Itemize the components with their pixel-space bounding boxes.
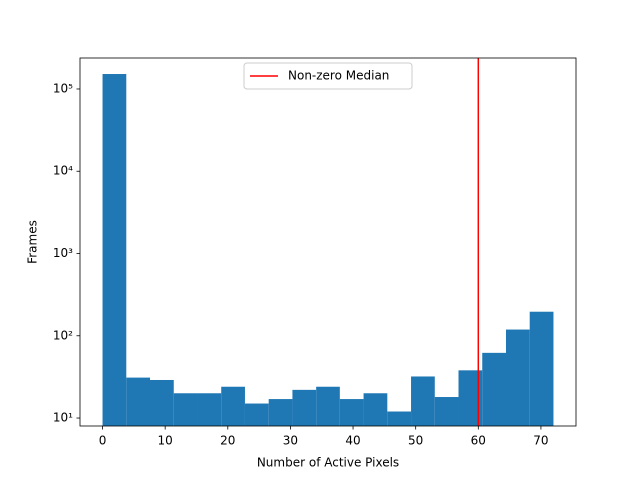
x-tick-label: 40 xyxy=(345,434,360,448)
bar xyxy=(482,352,506,426)
y-tick-label: 10¹ xyxy=(53,411,73,425)
x-tick-label: 30 xyxy=(283,434,298,448)
bar xyxy=(434,397,459,426)
x-tick-label: 0 xyxy=(99,434,107,448)
x-tick-label: 50 xyxy=(408,434,423,448)
bar xyxy=(411,376,435,426)
bar xyxy=(339,399,364,426)
x-tick-label: 60 xyxy=(471,434,486,448)
bar xyxy=(387,411,412,426)
bar xyxy=(126,377,151,426)
bar xyxy=(363,393,388,426)
y-tick-label: 10³ xyxy=(53,246,73,260)
legend-box xyxy=(243,62,413,90)
bar xyxy=(197,393,222,426)
bar xyxy=(505,329,530,426)
bar xyxy=(102,74,127,427)
bar xyxy=(529,311,554,426)
x-tick-label: 10 xyxy=(158,434,173,448)
y-axis-label: Frames xyxy=(26,220,40,264)
plot-frame xyxy=(79,57,577,427)
x-tick-label: 20 xyxy=(220,434,235,448)
bar xyxy=(221,386,245,426)
bar xyxy=(244,403,269,426)
legend: Non-zero Median xyxy=(243,62,413,90)
bar xyxy=(150,379,174,426)
bar xyxy=(458,370,483,426)
y-tick-label: 10² xyxy=(53,328,73,342)
y-tick-label: 10⁴ xyxy=(53,164,73,178)
legend-label: Non-zero Median xyxy=(288,69,389,83)
bar xyxy=(292,389,317,426)
y-tick-label: 10⁵ xyxy=(53,81,73,95)
x-tick-label: 70 xyxy=(533,434,548,448)
x-axis-label: Number of Active Pixels xyxy=(257,456,399,470)
bar xyxy=(173,393,198,426)
bar xyxy=(268,399,293,426)
bar xyxy=(316,386,340,426)
